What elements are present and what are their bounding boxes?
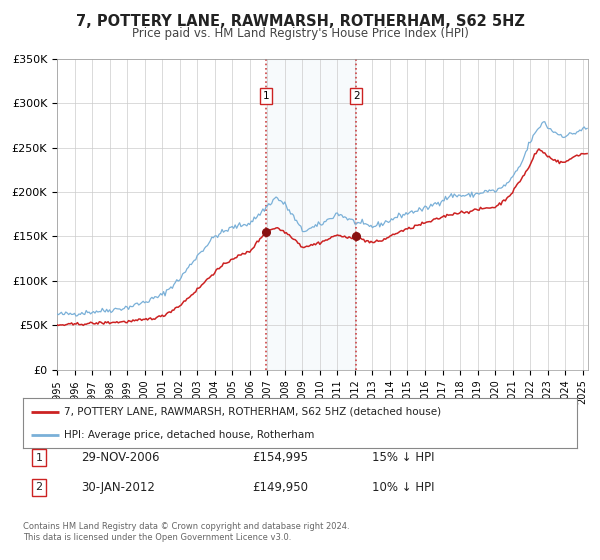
Text: 1: 1: [35, 452, 43, 463]
Text: 30-JAN-2012: 30-JAN-2012: [81, 480, 155, 494]
Text: 1: 1: [262, 91, 269, 101]
Text: 29-NOV-2006: 29-NOV-2006: [81, 451, 160, 464]
Text: Price paid vs. HM Land Registry's House Price Index (HPI): Price paid vs. HM Land Registry's House …: [131, 27, 469, 40]
Text: £154,995: £154,995: [252, 451, 308, 464]
Text: 7, POTTERY LANE, RAWMARSH, ROTHERHAM, S62 5HZ (detached house): 7, POTTERY LANE, RAWMARSH, ROTHERHAM, S6…: [64, 407, 442, 417]
Text: 2: 2: [353, 91, 359, 101]
Text: Contains HM Land Registry data © Crown copyright and database right 2024.: Contains HM Land Registry data © Crown c…: [23, 522, 349, 531]
Text: 15% ↓ HPI: 15% ↓ HPI: [372, 451, 434, 464]
Bar: [266, 59, 356, 370]
Text: 10% ↓ HPI: 10% ↓ HPI: [372, 480, 434, 494]
Text: 2: 2: [35, 482, 43, 492]
Text: £149,950: £149,950: [252, 480, 308, 494]
Text: 7, POTTERY LANE, RAWMARSH, ROTHERHAM, S62 5HZ: 7, POTTERY LANE, RAWMARSH, ROTHERHAM, S6…: [76, 14, 524, 29]
Text: HPI: Average price, detached house, Rotherham: HPI: Average price, detached house, Roth…: [64, 431, 315, 440]
Text: This data is licensed under the Open Government Licence v3.0.: This data is licensed under the Open Gov…: [23, 533, 291, 542]
